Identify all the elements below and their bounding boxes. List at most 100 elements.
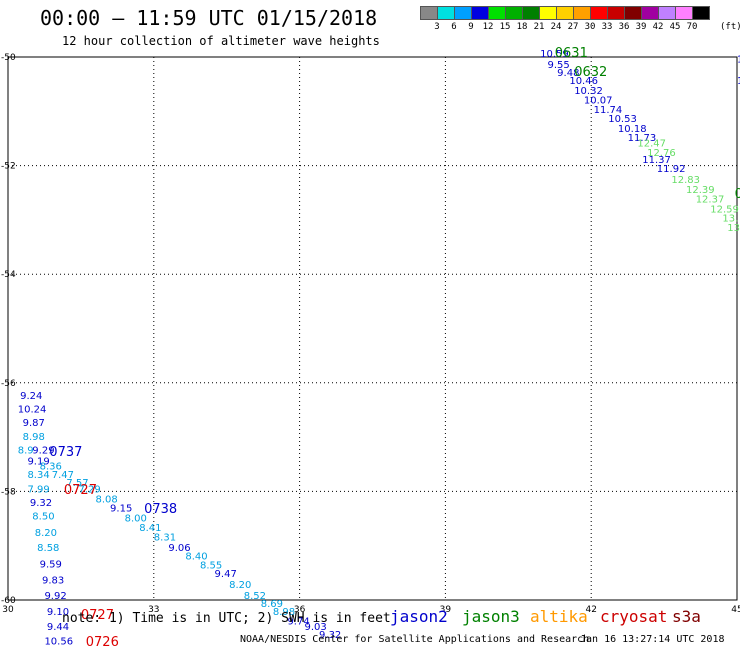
footnote: note: 1) Time is in UTC; 2) SWH is in fe… <box>62 611 391 626</box>
wave-height-label: 9.87 <box>23 418 45 429</box>
wave-height-label: 9.59 <box>40 559 62 570</box>
legend-altika: altika <box>530 607 588 626</box>
wave-height-label: 9.06 <box>168 543 190 554</box>
wave-height-label: 9.29 <box>32 445 54 456</box>
chart-title: 00:00 – 11:59 UTC 01/15/2018 <box>40 6 378 30</box>
pass-time-label: 0 <box>735 187 740 202</box>
generated-time: Jan 16 13:27:14 UTC 2018 <box>580 634 725 645</box>
wave-height-label: 10.07 <box>584 96 613 107</box>
pass-time-label: 0632 <box>574 65 607 80</box>
wave-height-label: 8.20 <box>229 580 251 591</box>
x-tick-label: 42 <box>585 605 596 615</box>
legend-jason2: jason2 <box>390 607 448 626</box>
wave-height-label: 13. <box>727 223 740 234</box>
wave-height-label: 9.24 <box>20 391 42 402</box>
plot-frame <box>7 56 738 601</box>
pass-time-label: 0727 <box>64 483 97 498</box>
color-scale-label: 24 <box>550 22 562 32</box>
wave-height-label: 7.47 <box>52 470 74 481</box>
wave-height-label: 10.24 <box>18 405 47 416</box>
color-scale-label: 70 <box>686 22 698 32</box>
wave-height-label: 9.32 <box>319 630 341 641</box>
color-scale-label: 18 <box>516 22 528 32</box>
color-scale-label: 30 <box>584 22 596 32</box>
color-scale-label: 21 <box>533 22 545 32</box>
wave-height-label: 9.55 <box>547 60 569 71</box>
wave-height-label: 12.47 <box>637 139 666 150</box>
y-tick-label: -58 <box>1 487 16 497</box>
wave-height-label: 8.40 <box>185 551 207 562</box>
wave-height-label: 9.48 <box>557 68 579 79</box>
wave-height-label: 9.44 <box>47 622 69 633</box>
wave-height-label: 8.98 <box>273 607 295 618</box>
x-tick-label: 45 <box>731 605 740 615</box>
color-scale-label: 12 <box>482 22 494 32</box>
y-tick-label: -54 <box>1 270 16 280</box>
wave-height-label: 7.99 <box>27 484 49 495</box>
wave-height-label: 8.36 <box>40 462 62 473</box>
wave-height-label: 9.92 <box>44 591 66 602</box>
wave-height-label: 12.83 <box>671 175 700 186</box>
wave-height-label: 8.98 <box>23 432 45 443</box>
wave-height-label: 12.76 <box>647 148 676 159</box>
grid-lines <box>8 57 737 600</box>
wave-height-label: 9.10 <box>47 607 69 618</box>
wave-height-label: 11.37 <box>642 155 671 166</box>
wave-height-label: 9.03 <box>304 622 326 633</box>
color-scale-label: 6 <box>451 22 457 32</box>
wave-height-label: 9.19 <box>27 456 49 467</box>
wave-height-label: 10.32 <box>574 86 603 97</box>
wave-height-label: 9.15 <box>110 503 132 514</box>
wave-height-label: 10 <box>737 76 740 87</box>
pass-time-label: 0738 <box>144 502 177 517</box>
wave-height-label: 11.73 <box>628 133 657 144</box>
wave-height-label: 7.57 <box>66 478 88 489</box>
wave-height-label: 8.58 <box>37 543 59 554</box>
wave-height-label: 8.34 <box>27 470 49 481</box>
x-tick-label: 36 <box>294 605 306 615</box>
wave-height-label: 10.59 <box>540 49 569 60</box>
legend-jason3: jason3 <box>462 607 520 626</box>
wave-height-label: 8.20 <box>35 528 57 539</box>
color-scale-label: 33 <box>601 22 613 32</box>
color-scale-label: 9 <box>468 22 474 32</box>
wave-height-label: 9.74 <box>287 616 309 627</box>
wave-height-label: 8.31 <box>154 532 176 543</box>
x-tick-label: 33 <box>148 605 159 615</box>
chart-subtitle: 12 hour collection of altimeter wave hei… <box>62 34 380 48</box>
y-tick-label: -60 <box>1 596 16 606</box>
pass-time-label: 0726 <box>86 635 119 650</box>
color-scale-label: 15 <box>499 22 511 32</box>
wave-height-label: 12.59 <box>710 204 739 215</box>
color-scale-label: 39 <box>635 22 647 32</box>
legend-cryosat: cryosat <box>600 607 668 626</box>
color-scale-label: 42 <box>652 22 664 32</box>
wave-height-label: 8.9 <box>18 445 34 456</box>
wave-height-label: 12.39 <box>686 185 715 196</box>
credit-text: NOAA/NESDIS Center for Satellite Applica… <box>240 634 590 645</box>
wave-height-label: 8.00 <box>125 513 147 524</box>
wave-height-label: 9.47 <box>215 569 237 580</box>
wave-height-label: 8.41 <box>139 523 161 534</box>
wave-height-label: 10.0 <box>737 54 740 65</box>
color-scale-bar <box>420 6 710 20</box>
x-tick-label: 39 <box>440 605 452 615</box>
wave-height-label: 12.37 <box>696 195 725 206</box>
y-tick-label: -50 <box>1 53 16 63</box>
pass-time-label: 0631 <box>555 46 588 61</box>
wave-height-label: 8.08 <box>95 494 117 505</box>
wave-height-label: 8.50 <box>32 512 54 523</box>
wave-height-label: 11.74 <box>594 105 623 116</box>
y-tick-label: -52 <box>1 162 16 172</box>
legend-s3a: s3a <box>672 607 701 626</box>
wave-height-label: 8.52 <box>244 591 266 602</box>
pass-time-label: 0737 <box>49 445 82 460</box>
color-swatch <box>692 6 710 20</box>
wave-height-label: 10.56 <box>44 637 73 648</box>
wave-height-label: 8.69 <box>261 599 283 610</box>
wave-height-label: 10.46 <box>569 76 598 87</box>
wave-height-label: 9.32 <box>30 498 52 509</box>
wave-height-label: 11.92 <box>657 164 686 175</box>
color-scale-unit: (ft) <box>720 22 740 32</box>
